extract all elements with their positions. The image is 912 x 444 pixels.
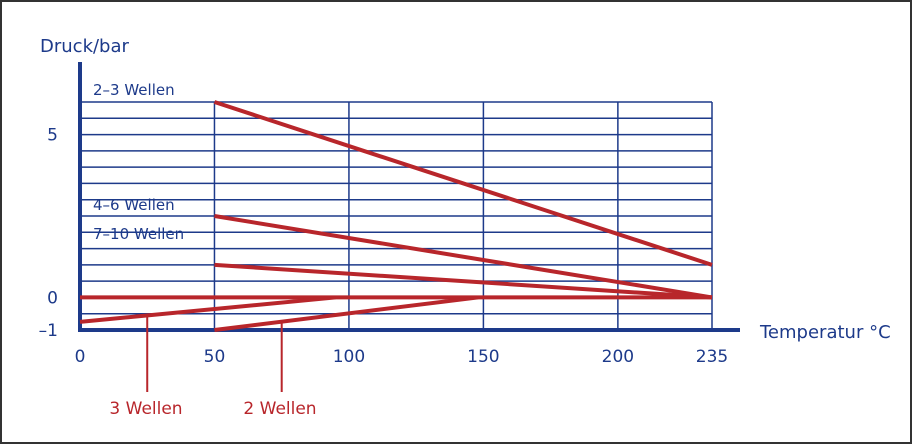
series-label: 7–10 Wellen xyxy=(93,225,184,243)
series-label: 2 Wellen xyxy=(243,399,316,419)
y-tick-label: 5 xyxy=(47,126,58,146)
axes xyxy=(78,62,740,332)
series-lines xyxy=(79,100,713,332)
y-tick-label: –1 xyxy=(39,321,58,341)
series-label: 4–6 Wellen xyxy=(93,196,175,214)
x-tick-label: 0 xyxy=(75,347,86,367)
y-tick-label: 0 xyxy=(47,288,58,308)
series-line-1 xyxy=(213,100,713,267)
series-line-3 xyxy=(214,262,713,300)
series-line-4 xyxy=(79,295,336,324)
series-line-5 xyxy=(214,295,479,332)
x-tick-label: 200 xyxy=(602,347,634,367)
series-label: 2–3 Wellen xyxy=(93,81,175,99)
labels: 0 50 100 150 200 235 –1 0 5 2–3 Wellen 4–6 Wellen 7… xyxy=(39,81,729,419)
x-tick-label: 50 xyxy=(204,347,226,367)
series-line-2 xyxy=(214,214,713,300)
x-tick-label: 235 xyxy=(696,347,728,367)
x-tick-label: 150 xyxy=(467,347,499,367)
grid xyxy=(80,101,713,330)
x-tick-label: 100 xyxy=(333,347,365,367)
series-label: 3 Wellen xyxy=(109,399,182,419)
y-axis-label: Druck/bar xyxy=(40,36,130,57)
x-axis-label: Temperatur °C xyxy=(759,322,891,343)
